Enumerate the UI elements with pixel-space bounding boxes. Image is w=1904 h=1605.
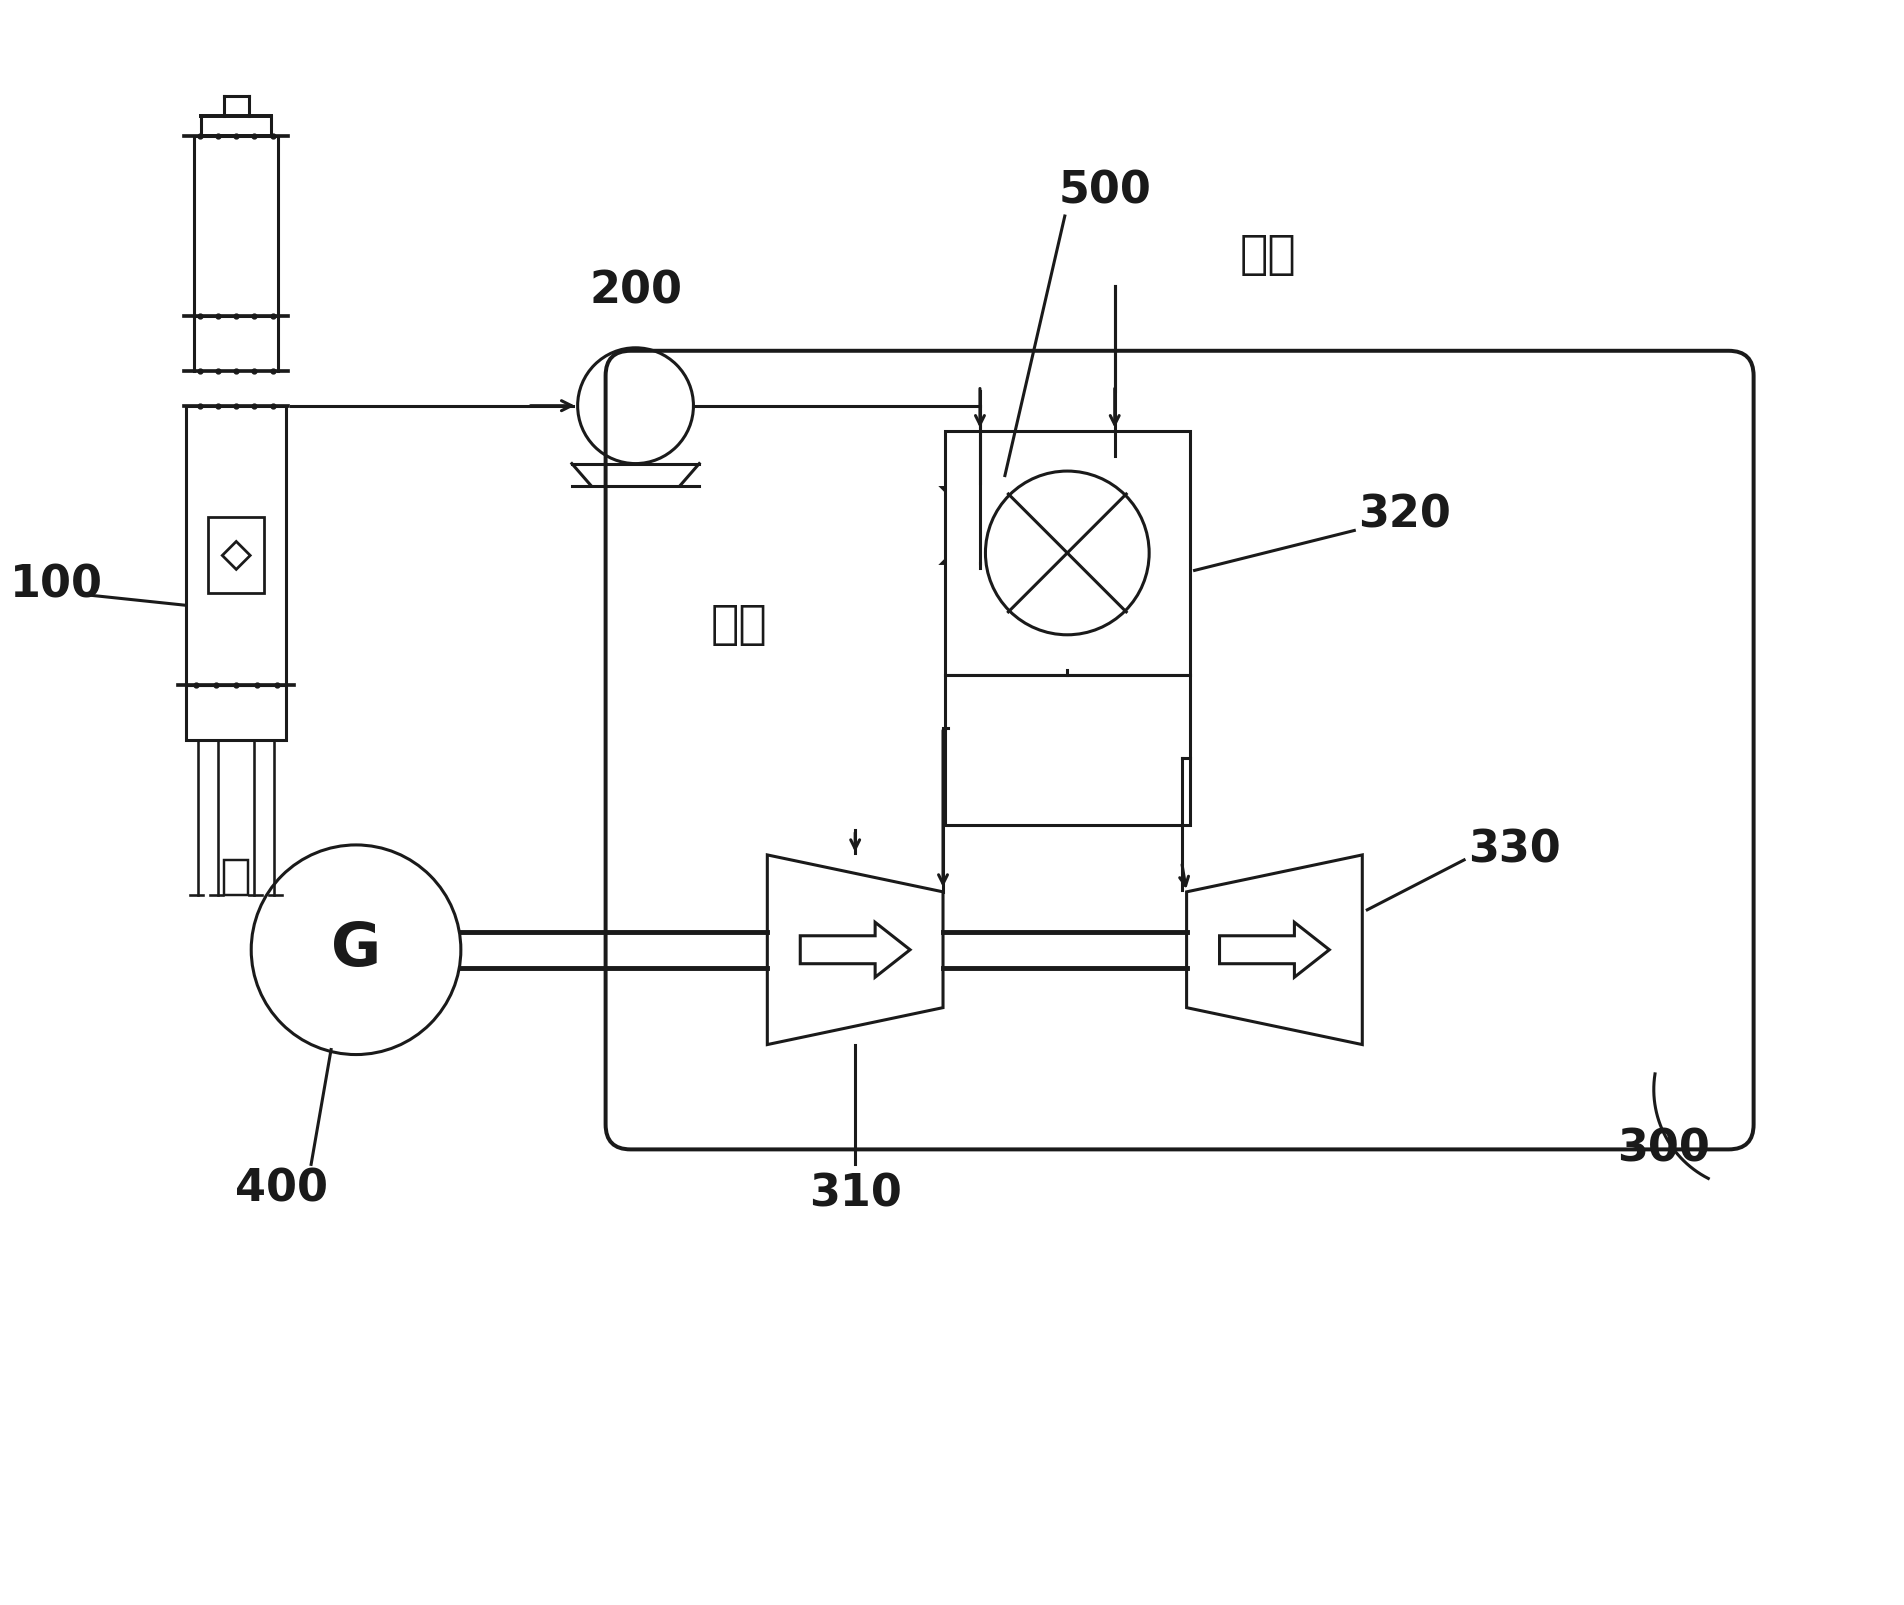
Circle shape (577, 348, 693, 464)
Bar (944, 676, 1190, 825)
Text: 燃气: 燃气 (1240, 233, 1297, 278)
Bar (944, 430, 1190, 676)
Text: 空气: 空气 (710, 603, 767, 648)
Polygon shape (942, 488, 1019, 525)
Bar (187, 685, 286, 740)
Text: 400: 400 (234, 1168, 327, 1210)
Text: 320: 320 (1358, 494, 1451, 538)
Bar (208, 517, 265, 594)
Bar (225, 860, 248, 896)
Polygon shape (1186, 855, 1361, 1045)
Polygon shape (800, 923, 910, 977)
Text: 100: 100 (10, 563, 103, 607)
Text: 330: 330 (1468, 828, 1561, 872)
Circle shape (251, 844, 461, 1054)
Text: G: G (331, 920, 381, 979)
Polygon shape (942, 525, 1019, 563)
Text: 200: 200 (588, 270, 682, 313)
Bar (187, 406, 286, 685)
Text: 300: 300 (1616, 1128, 1710, 1172)
Circle shape (986, 472, 1150, 636)
Text: 310: 310 (809, 1173, 902, 1217)
Polygon shape (767, 855, 942, 1045)
Bar (194, 136, 278, 316)
Polygon shape (1220, 923, 1329, 977)
Text: 500: 500 (1059, 170, 1152, 212)
